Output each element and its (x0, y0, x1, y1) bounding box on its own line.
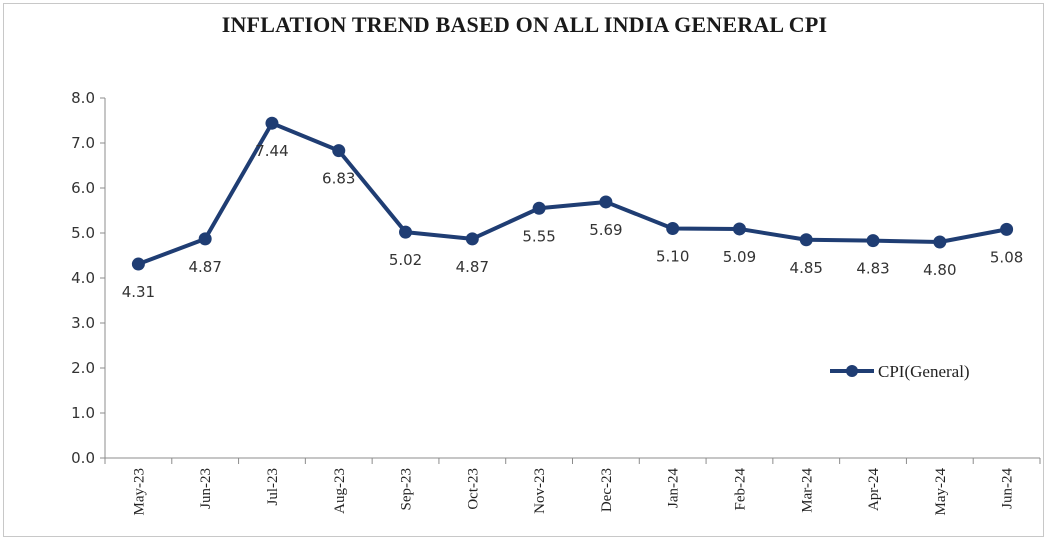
y-tick-label: 3.0 (71, 314, 95, 332)
data-point (866, 234, 880, 248)
chart-frame (3, 3, 1044, 537)
data-label: 5.55 (522, 227, 555, 245)
legend-label: CPI(General) (878, 362, 970, 381)
x-tick-label: Jun-24 (1000, 468, 1016, 509)
data-label: 5.08 (990, 248, 1023, 266)
x-tick-label: Sep-23 (399, 468, 415, 511)
y-tick-label: 2.0 (71, 359, 95, 377)
data-point (933, 235, 947, 249)
legend-marker (846, 365, 858, 377)
data-point (131, 257, 145, 271)
y-tick-label: 1.0 (71, 404, 95, 422)
data-point (666, 222, 680, 235)
axes (104, 98, 1040, 459)
data-label: 4.31 (122, 283, 155, 301)
x-tick-label: Mar-24 (799, 468, 815, 513)
data-point (532, 201, 546, 215)
x-tick-label: Nov-23 (532, 468, 548, 514)
data-label: 6.83 (322, 170, 355, 188)
data-point (799, 233, 813, 247)
data-point (265, 116, 279, 130)
data-point (332, 144, 346, 158)
x-tick-label: Oct-23 (465, 468, 481, 510)
data-point (465, 232, 479, 246)
x-tick-label: May-24 (933, 468, 949, 516)
y-tick-label: 6.0 (71, 179, 95, 197)
x-axis-ticks: May-23 Jun-23 Jul-23 Aug-23 Sep-23 Oct-23 Nov-… (104, 458, 1041, 516)
x-tick-label: May-23 (131, 468, 147, 516)
x-tick-label: Apr-24 (866, 468, 882, 512)
data-label: 4.87 (456, 258, 489, 276)
data-labels: 4.31 4.87 7.44 6.83 5.02 4.87 5.55 5.69 5.10 5.09… (122, 142, 1024, 301)
data-label: 5.10 (656, 248, 689, 266)
x-tick-label: Jul-23 (265, 468, 281, 506)
data-label: 4.80 (923, 261, 956, 279)
y-tick-label: 7.0 (71, 134, 95, 152)
x-tick-label: Jan-24 (666, 468, 682, 508)
y-tick-label: 5.0 (71, 224, 95, 242)
data-label: 5.69 (589, 221, 622, 239)
y-tick-label: 0.0 (71, 449, 95, 467)
x-tick-label: Jun-23 (198, 468, 214, 509)
x-tick-label: Aug-23 (332, 468, 348, 514)
x-tick-label: Dec-23 (599, 468, 615, 512)
data-label: 4.87 (188, 258, 221, 276)
y-tick-label: 8.0 (71, 89, 95, 107)
legend: CPI(General) (830, 362, 970, 381)
data-point (732, 222, 746, 236)
y-axis-ticks: 0.0 1.0 2.0 3.0 4.0 5.0 6.0 7.0 8.0 (71, 89, 105, 467)
data-point (198, 232, 212, 246)
data-label: 5.09 (723, 248, 756, 266)
data-label: 4.85 (790, 259, 823, 277)
data-label: 7.44 (255, 142, 288, 160)
x-tick-label: Feb-24 (732, 468, 748, 511)
data-label: 5.02 (389, 251, 422, 269)
chart-title: INFLATION TREND BASED ON ALL INDIA GENER… (221, 12, 828, 37)
data-point (399, 225, 413, 239)
series-cpi-general (131, 116, 1014, 271)
data-point (599, 195, 613, 209)
series-line (137, 121, 1007, 266)
data-label: 4.83 (856, 260, 889, 278)
y-tick-label: 4.0 (71, 269, 95, 287)
data-point (1000, 222, 1014, 236)
